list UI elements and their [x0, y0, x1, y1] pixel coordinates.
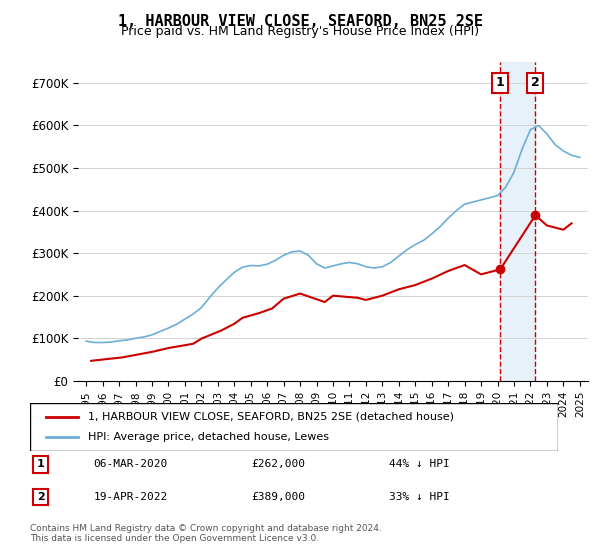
Text: 33% ↓ HPI: 33% ↓ HPI: [389, 492, 450, 502]
Text: 2: 2: [531, 76, 540, 90]
Text: 06-MAR-2020: 06-MAR-2020: [94, 459, 167, 469]
FancyBboxPatch shape: [30, 403, 558, 451]
Text: Contains HM Land Registry data © Crown copyright and database right 2024.
This d: Contains HM Land Registry data © Crown c…: [30, 524, 382, 543]
Text: Price paid vs. HM Land Registry's House Price Index (HPI): Price paid vs. HM Land Registry's House …: [121, 25, 479, 38]
Text: 1: 1: [37, 459, 44, 469]
Text: 44% ↓ HPI: 44% ↓ HPI: [389, 459, 450, 469]
Text: 19-APR-2022: 19-APR-2022: [94, 492, 167, 502]
Text: 2: 2: [37, 492, 44, 502]
Text: 1, HARBOUR VIEW CLOSE, SEAFORD, BN25 2SE: 1, HARBOUR VIEW CLOSE, SEAFORD, BN25 2SE: [118, 14, 482, 29]
Text: 1: 1: [496, 76, 505, 90]
Text: 1, HARBOUR VIEW CLOSE, SEAFORD, BN25 2SE (detached house): 1, HARBOUR VIEW CLOSE, SEAFORD, BN25 2SE…: [88, 412, 454, 422]
Text: £389,000: £389,000: [252, 492, 306, 502]
Text: £262,000: £262,000: [252, 459, 306, 469]
Text: HPI: Average price, detached house, Lewes: HPI: Average price, detached house, Lewe…: [88, 432, 329, 442]
Bar: [500, 62, 535, 381]
